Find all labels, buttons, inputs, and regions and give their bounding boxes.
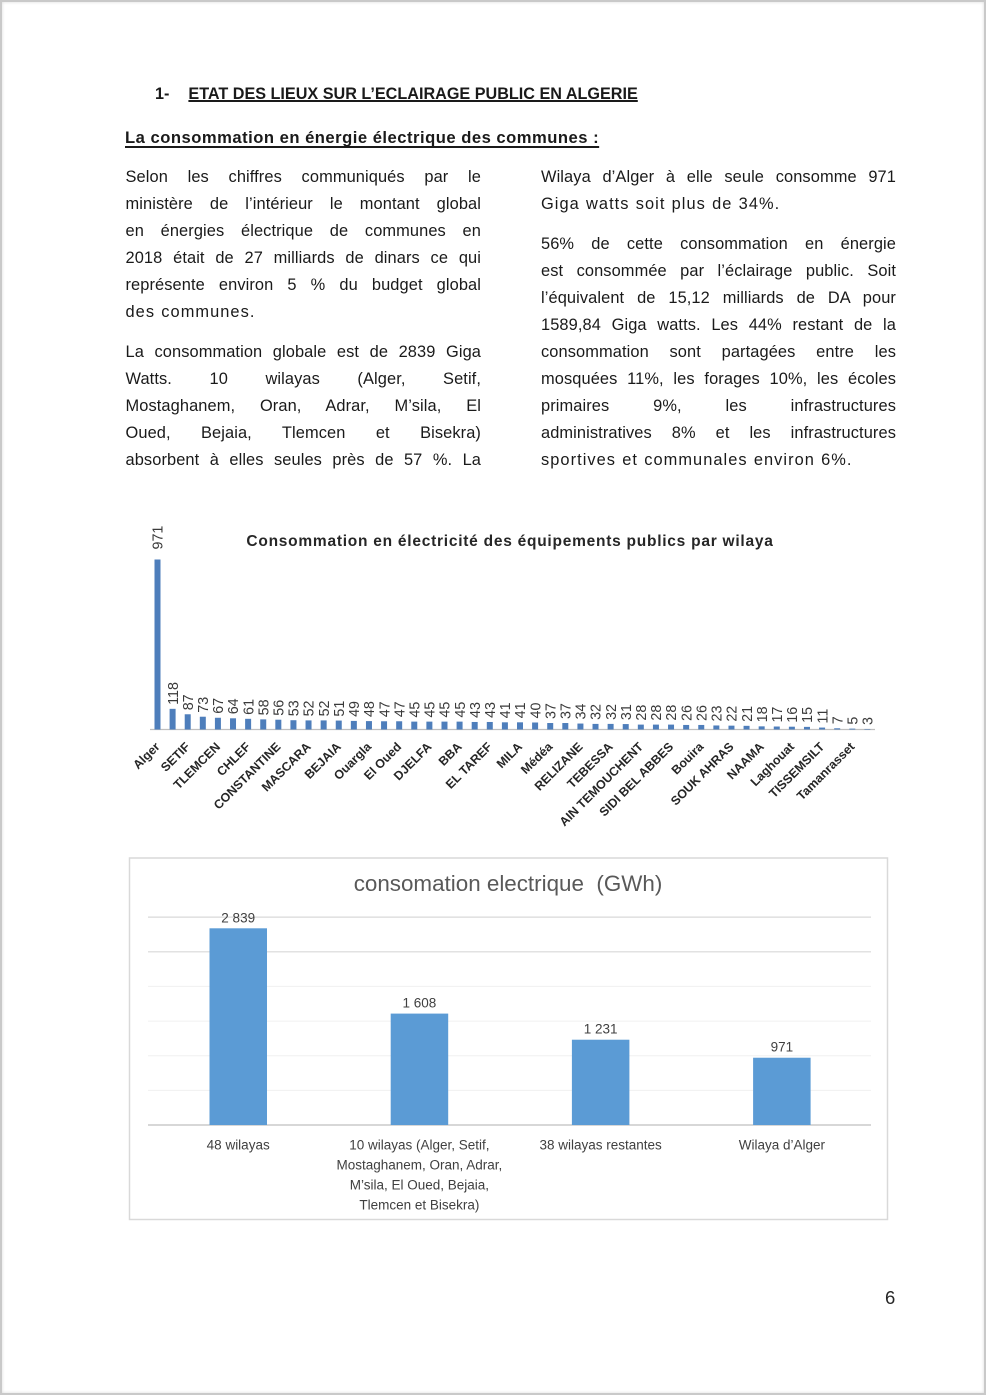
svg-text:17: 17 [770,707,786,723]
svg-text:52: 52 [317,700,333,716]
svg-text:45: 45 [453,702,469,718]
svg-text:45: 45 [407,702,423,718]
svg-text:58: 58 [256,699,272,715]
svg-text:7: 7 [830,716,846,724]
svg-text:11: 11 [815,709,831,724]
svg-text:2 839: 2 839 [221,910,255,925]
svg-text:10 wilayas (Alger, Setif,: 10 wilayas (Alger, Setif, [349,1138,489,1153]
svg-text:49: 49 [347,701,363,717]
svg-text:64: 64 [226,698,242,714]
svg-text:26: 26 [679,705,695,721]
svg-text:118: 118 [166,682,182,705]
svg-text:61: 61 [241,699,257,715]
svg-text:16: 16 [785,707,801,723]
svg-text:73: 73 [196,697,212,713]
svg-text:48: 48 [362,701,378,717]
svg-text:28: 28 [664,705,680,721]
svg-text:3: 3 [861,717,877,725]
svg-text:26: 26 [694,705,710,721]
svg-text:Tlemcen et Bisekra): Tlemcen et Bisekra) [359,1198,479,1213]
svg-text:47: 47 [392,701,408,717]
svg-text:48 wilayas: 48 wilayas [207,1138,270,1153]
svg-text:971: 971 [771,1040,794,1055]
svg-text:15: 15 [800,707,816,723]
svg-text:5: 5 [845,717,861,725]
svg-text:47: 47 [377,701,393,717]
svg-text:38 wilayas restantes: 38 wilayas restantes [539,1138,662,1153]
svg-text:22: 22 [725,706,741,722]
svg-text:32: 32 [589,704,605,720]
svg-text:53: 53 [287,700,303,716]
svg-text:1 608: 1 608 [403,996,437,1011]
svg-text:51: 51 [332,701,348,717]
svg-text:M’sila, El Oued, Bejaia,: M’sila, El Oued, Bejaia, [350,1178,489,1193]
svg-text:Mostaghanem, Oran, Adrar,: Mostaghanem, Oran, Adrar, [336,1158,502,1173]
svg-text:67: 67 [211,698,227,714]
svg-text:37: 37 [559,703,575,719]
svg-text:Consommation en électricité de: Consommation en électricité des équipeme… [246,533,773,550]
svg-text:31: 31 [619,704,635,720]
svg-text:41: 41 [498,702,514,718]
svg-text:40: 40 [528,703,544,719]
svg-text:28: 28 [649,705,665,721]
svg-text:21: 21 [740,706,756,722]
svg-text:52: 52 [302,700,318,716]
svg-text:1 231: 1 231 [584,1022,618,1037]
svg-text:18: 18 [755,706,771,722]
svg-text:43: 43 [483,702,499,718]
svg-text:45: 45 [438,702,454,718]
svg-text:28: 28 [634,705,650,721]
svg-text:43: 43 [468,702,484,718]
svg-text:23: 23 [710,706,726,722]
svg-text:37: 37 [543,703,559,719]
svg-text:87: 87 [181,694,197,710]
svg-text:56: 56 [272,700,288,716]
svg-text:971: 971 [151,526,167,550]
svg-text:32: 32 [604,704,620,720]
svg-text:consomation electrique (GWh): consomation electrique (GWh) [354,871,663,896]
svg-text:Wilaya d’Alger: Wilaya d’Alger [739,1138,826,1153]
svg-text:45: 45 [423,702,439,718]
svg-text:34: 34 [574,704,590,720]
svg-text:Alger: Alger [130,740,162,772]
svg-text:41: 41 [513,702,529,718]
